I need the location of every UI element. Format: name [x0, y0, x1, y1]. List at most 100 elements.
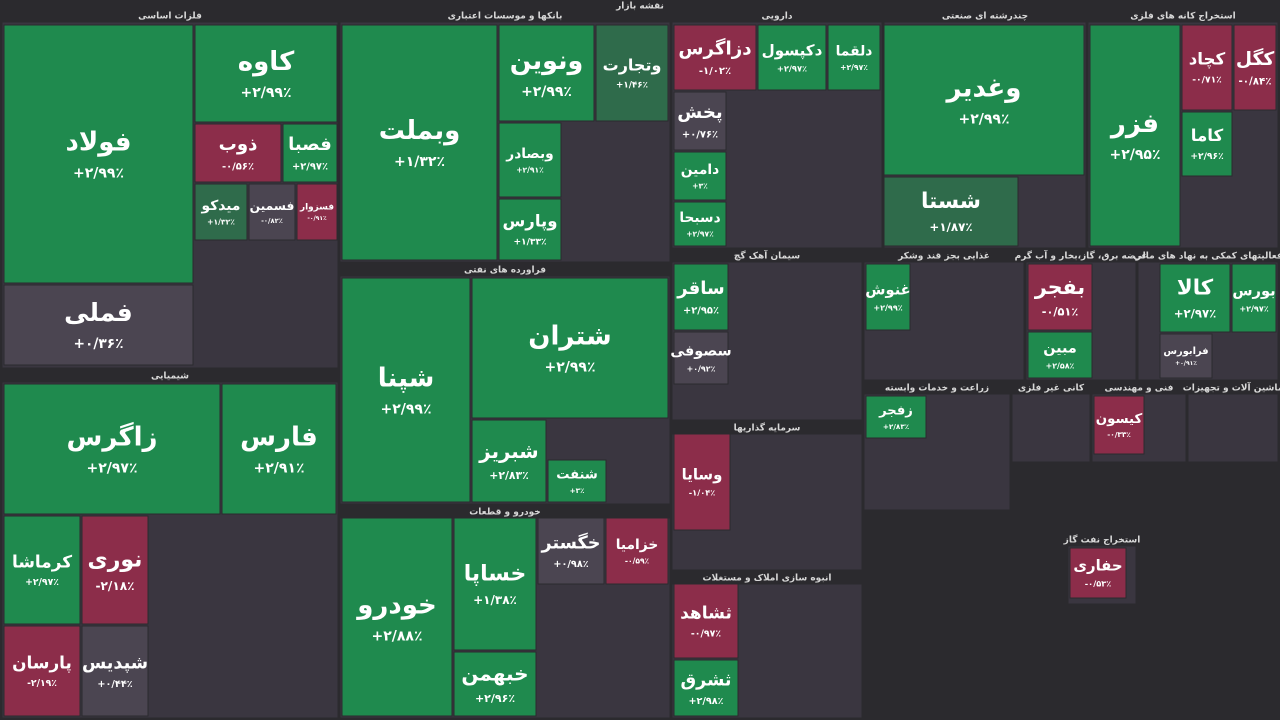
tile [673, 583, 739, 659]
tile [673, 91, 727, 151]
tile-change: +۲/۸۸٪ [371, 629, 422, 645]
tile-name: ثشرق [681, 670, 732, 690]
tile-name: فملی [64, 298, 133, 327]
tile-change: +۲/۹۷٪ [292, 162, 328, 173]
sector-title: فنی و مهندسی [1105, 384, 1174, 394]
tile-change: +۲/۹۷٪ [1239, 305, 1268, 314]
sector-block [1011, 393, 1091, 463]
tile-change: +۱/۸۷٪ [929, 220, 972, 234]
tile-change: +۰/۴۴٪ [97, 679, 132, 690]
tile [3, 515, 81, 625]
tile-change: -۰/۹۷٪ [691, 628, 721, 639]
tile-change: +۲/۹۷٪ [840, 63, 868, 72]
tile [1181, 24, 1233, 111]
tile-name: دکپسول [762, 41, 823, 60]
tile-name: زاگرس [66, 421, 157, 452]
sector-block [1187, 393, 1279, 463]
tile-name: وبملت [379, 116, 461, 146]
tile-change: +۱/۳۲٪ [394, 154, 445, 170]
tile-change: -۰/۵۱٪ [1042, 304, 1079, 318]
tile-name: فارس [240, 422, 318, 452]
sector-title: استخراج کانه های فلزی [1130, 12, 1235, 22]
tile [673, 331, 729, 385]
tile-change: +۲/۹۸٪ [688, 696, 723, 707]
tile-change: -۰/۹۱٪ [307, 215, 327, 222]
tile [1231, 263, 1277, 333]
tile [673, 151, 727, 201]
tile-name: وپارس [503, 212, 558, 232]
tile-change: +۱/۳۳٪ [513, 237, 546, 247]
map-title: نقشه بازار [615, 2, 664, 12]
tile [1093, 395, 1145, 455]
tile [81, 515, 149, 625]
tile [1233, 24, 1277, 111]
tile-change: +۳٪ [570, 486, 585, 495]
sector-title: فلزات اساسی [138, 12, 202, 22]
tile [81, 625, 149, 717]
tile-name: وغدیر [945, 73, 1022, 103]
tile-name: فسمین [250, 199, 295, 213]
sector-title: بانکها و موسسات اعتباری [448, 12, 563, 22]
tile [537, 517, 605, 585]
sector-title: دارویی [762, 12, 793, 22]
tile [1159, 333, 1213, 379]
sector-title: استخراج نفت گاز [1063, 534, 1141, 546]
tile-name: کالا [1177, 276, 1214, 301]
tile-name: خودرو [355, 590, 437, 620]
tile-change: +۰/۹۱٪ [1175, 360, 1197, 367]
tile-name: خساپا [464, 561, 527, 586]
tile [3, 625, 81, 717]
tile-name: خزامیا [616, 537, 659, 553]
tile-change: +۲/۵۸٪ [1046, 361, 1075, 370]
tile [498, 24, 595, 122]
tile-name: ذوب [219, 134, 258, 155]
tile [341, 24, 498, 261]
tile-name: فزر [1109, 109, 1159, 139]
sector-title: فعالیتهای کمکی به نهاد های مالی [1133, 252, 1280, 262]
tile-name: وتجارت [603, 55, 662, 74]
tile-name: حفاری [1073, 556, 1122, 574]
tile-change: -۰/۳۳٪ [1107, 430, 1131, 439]
tile [1027, 263, 1093, 331]
tile-name: کیسون [1096, 412, 1143, 427]
tile-change: +۱/۴۶٪ [616, 81, 648, 91]
tile [673, 24, 757, 91]
tile-change: +۲/۹۱٪ [516, 165, 544, 174]
tile-change: -۱/۰۴٪ [689, 488, 715, 498]
tile-change: +۰/۷۶٪ [682, 130, 718, 141]
tile-name: ونوین [510, 45, 583, 76]
tile-name: وبصادر [505, 146, 553, 162]
tile [595, 24, 669, 122]
tile-name: بفجر [1034, 275, 1085, 299]
tile-change: -۰/۷۱٪ [1192, 75, 1222, 86]
tile [341, 277, 471, 503]
tile-name: وسایا [682, 465, 723, 483]
tile-name: مبین [1043, 341, 1077, 357]
tile [865, 263, 911, 331]
tile [757, 24, 827, 91]
tile-change: +۲/۹۵٪ [1109, 147, 1160, 163]
tile-change: +۲/۹۷٪ [86, 461, 137, 477]
tile-name: کگل [1236, 48, 1275, 70]
tile [673, 659, 739, 717]
tile-change: +۲/۹۷٪ [1174, 306, 1217, 320]
sector-title: کانی غیر فلزی [1018, 384, 1085, 394]
tile-name: نوری [88, 547, 143, 572]
tile-name: ثشاهد [680, 603, 732, 623]
tile-change: -۰/۸۲٪ [261, 217, 283, 225]
tile-name: میدکو [201, 198, 241, 214]
tile [1069, 547, 1127, 599]
tile [673, 263, 729, 331]
tile-name: دزاگرس [678, 37, 751, 59]
sector-title: عرضه برق، گاز،بخار و آب گرم [1015, 250, 1148, 262]
tile [194, 183, 248, 241]
sector-title: سیمان آهک گچ [734, 250, 800, 262]
tile [547, 459, 607, 503]
tile-change: +۰/۹۲٪ [687, 364, 716, 373]
sector-title: چندرشته ای صنعتی [942, 12, 1028, 22]
tile [865, 395, 927, 439]
tile-change: +۲/۹۹٪ [544, 360, 595, 376]
tile-name: غنوش [865, 282, 910, 299]
